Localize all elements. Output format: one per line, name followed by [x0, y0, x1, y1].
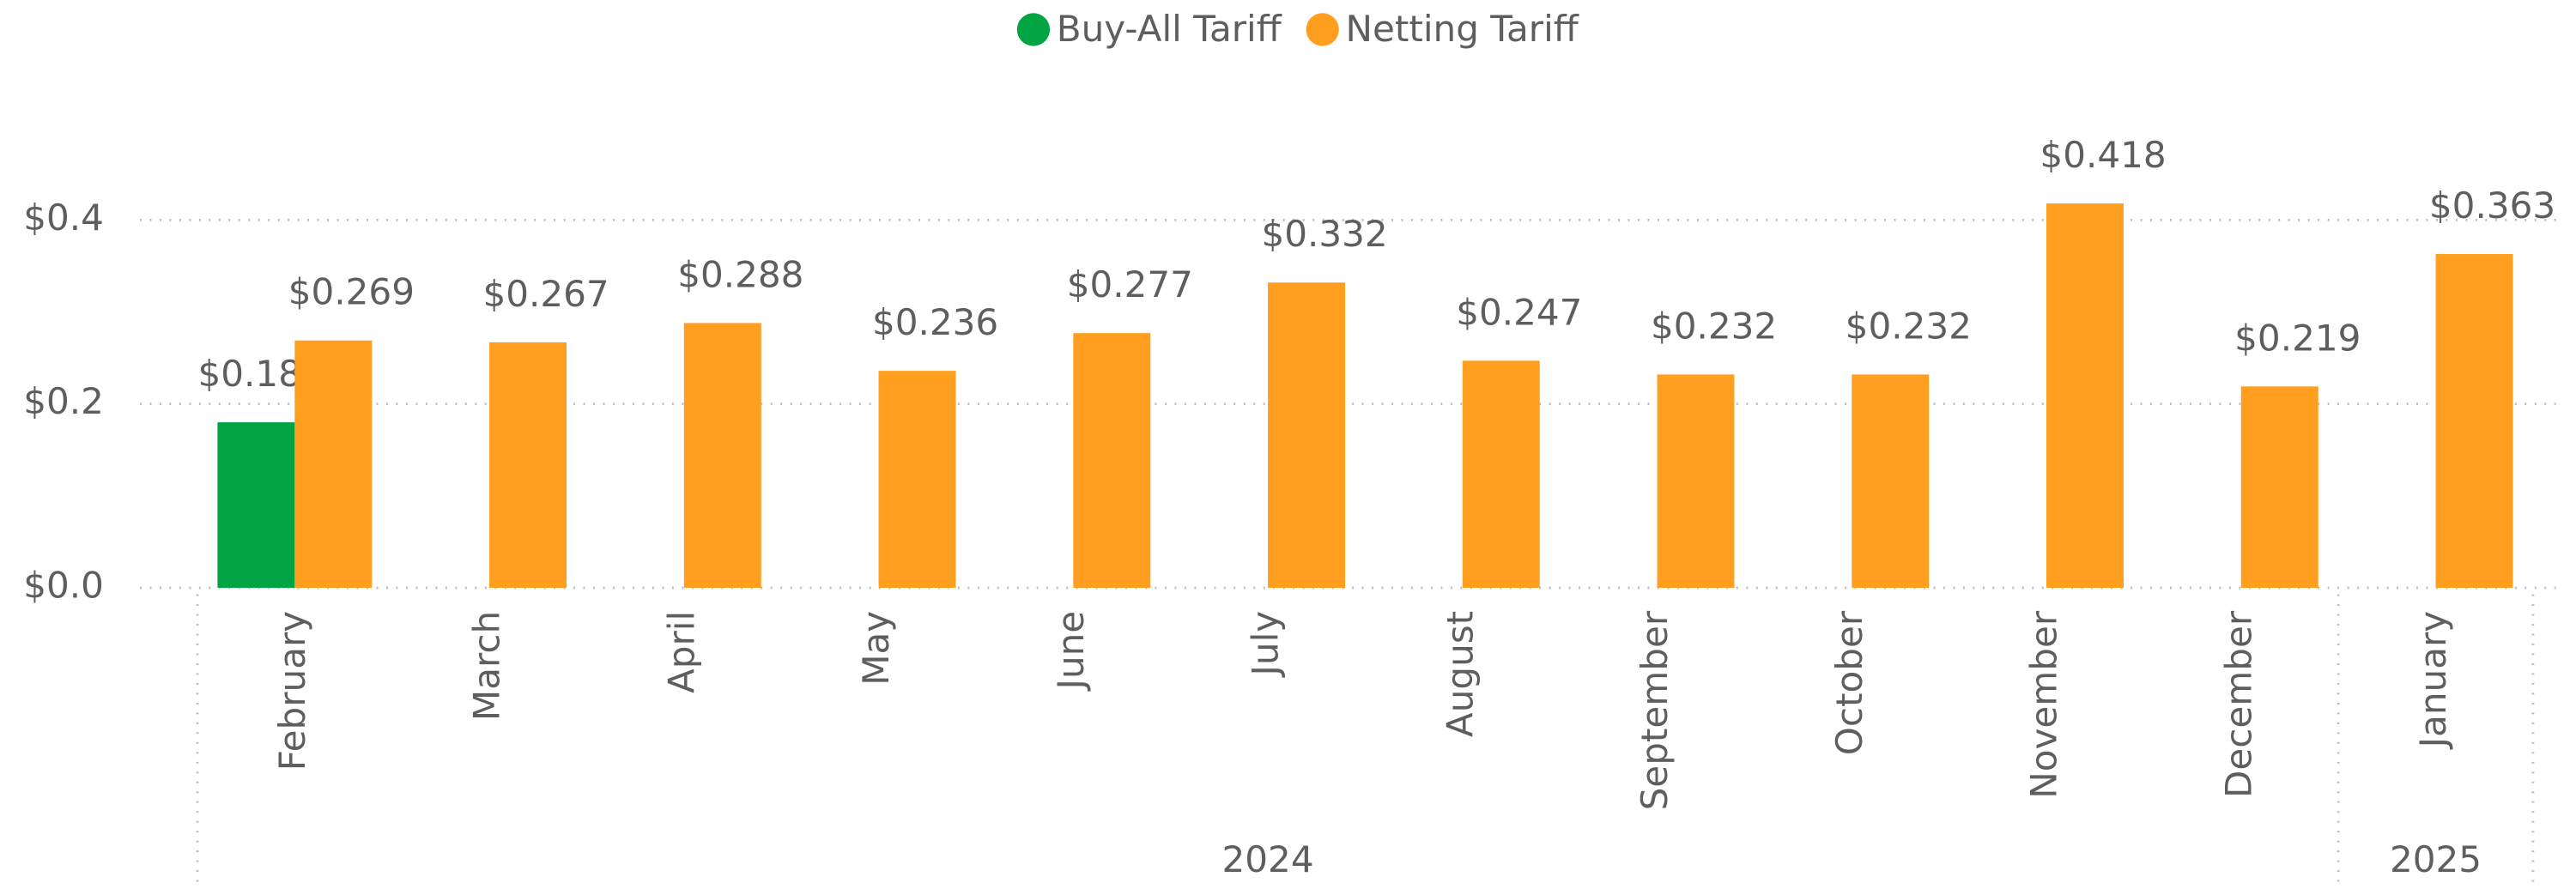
bar: [1852, 374, 1930, 589]
x-tick-label: February: [271, 611, 313, 771]
data-label: $0.288: [677, 253, 803, 295]
x-tick-label: May: [855, 611, 897, 686]
legend-label: Buy-All Tariff: [1057, 8, 1282, 50]
x-tick-label: October: [1828, 610, 1870, 755]
data-label: $0.277: [1067, 263, 1193, 305]
y-tick-label: $0.4: [23, 197, 104, 239]
x-tick-label: November: [2023, 610, 2065, 799]
x-tick-label: September: [1633, 610, 1676, 810]
bar: [683, 323, 761, 589]
data-label: $0.332: [1261, 213, 1387, 255]
x-tick-label: March: [466, 611, 508, 721]
bar: [2240, 386, 2318, 589]
group-label: 2025: [2390, 838, 2482, 880]
data-label: $0.418: [2040, 134, 2166, 176]
data-label: $0.269: [288, 271, 415, 313]
group-label: 2024: [1222, 838, 1314, 880]
bar: [1657, 374, 1735, 589]
data-label: $0.232: [1651, 305, 1777, 347]
data-label: $0.363: [2429, 184, 2555, 227]
bar: [294, 340, 373, 589]
data-label: $0.219: [2234, 317, 2361, 359]
legend-label: Netting Tariff: [1345, 8, 1579, 50]
x-tick-label: April: [660, 611, 702, 693]
bar: [489, 342, 567, 589]
y-tick-label: $0.2: [23, 380, 104, 422]
bar: [878, 371, 956, 589]
x-tick-label: July: [1245, 611, 1287, 679]
x-tick-label: December: [2217, 610, 2259, 798]
x-tick-label: August: [1439, 611, 1481, 737]
bar: [217, 422, 295, 589]
data-label: $0.236: [872, 301, 998, 343]
bar: [1268, 282, 1345, 589]
bar: [2046, 203, 2124, 589]
legend-marker: [1016, 13, 1051, 46]
data-label: $0.267: [482, 273, 609, 315]
data-label: $0.247: [1456, 291, 1582, 333]
x-tick-label: January: [2412, 611, 2454, 751]
bar: [1073, 333, 1151, 589]
bar: [2435, 254, 2513, 589]
y-tick-label: $0.0: [23, 565, 104, 607]
legend-marker: [1306, 13, 1339, 46]
bar: [1462, 360, 1540, 589]
x-tick-label: June: [1050, 611, 1092, 692]
data-label: $0.232: [1846, 305, 1972, 347]
